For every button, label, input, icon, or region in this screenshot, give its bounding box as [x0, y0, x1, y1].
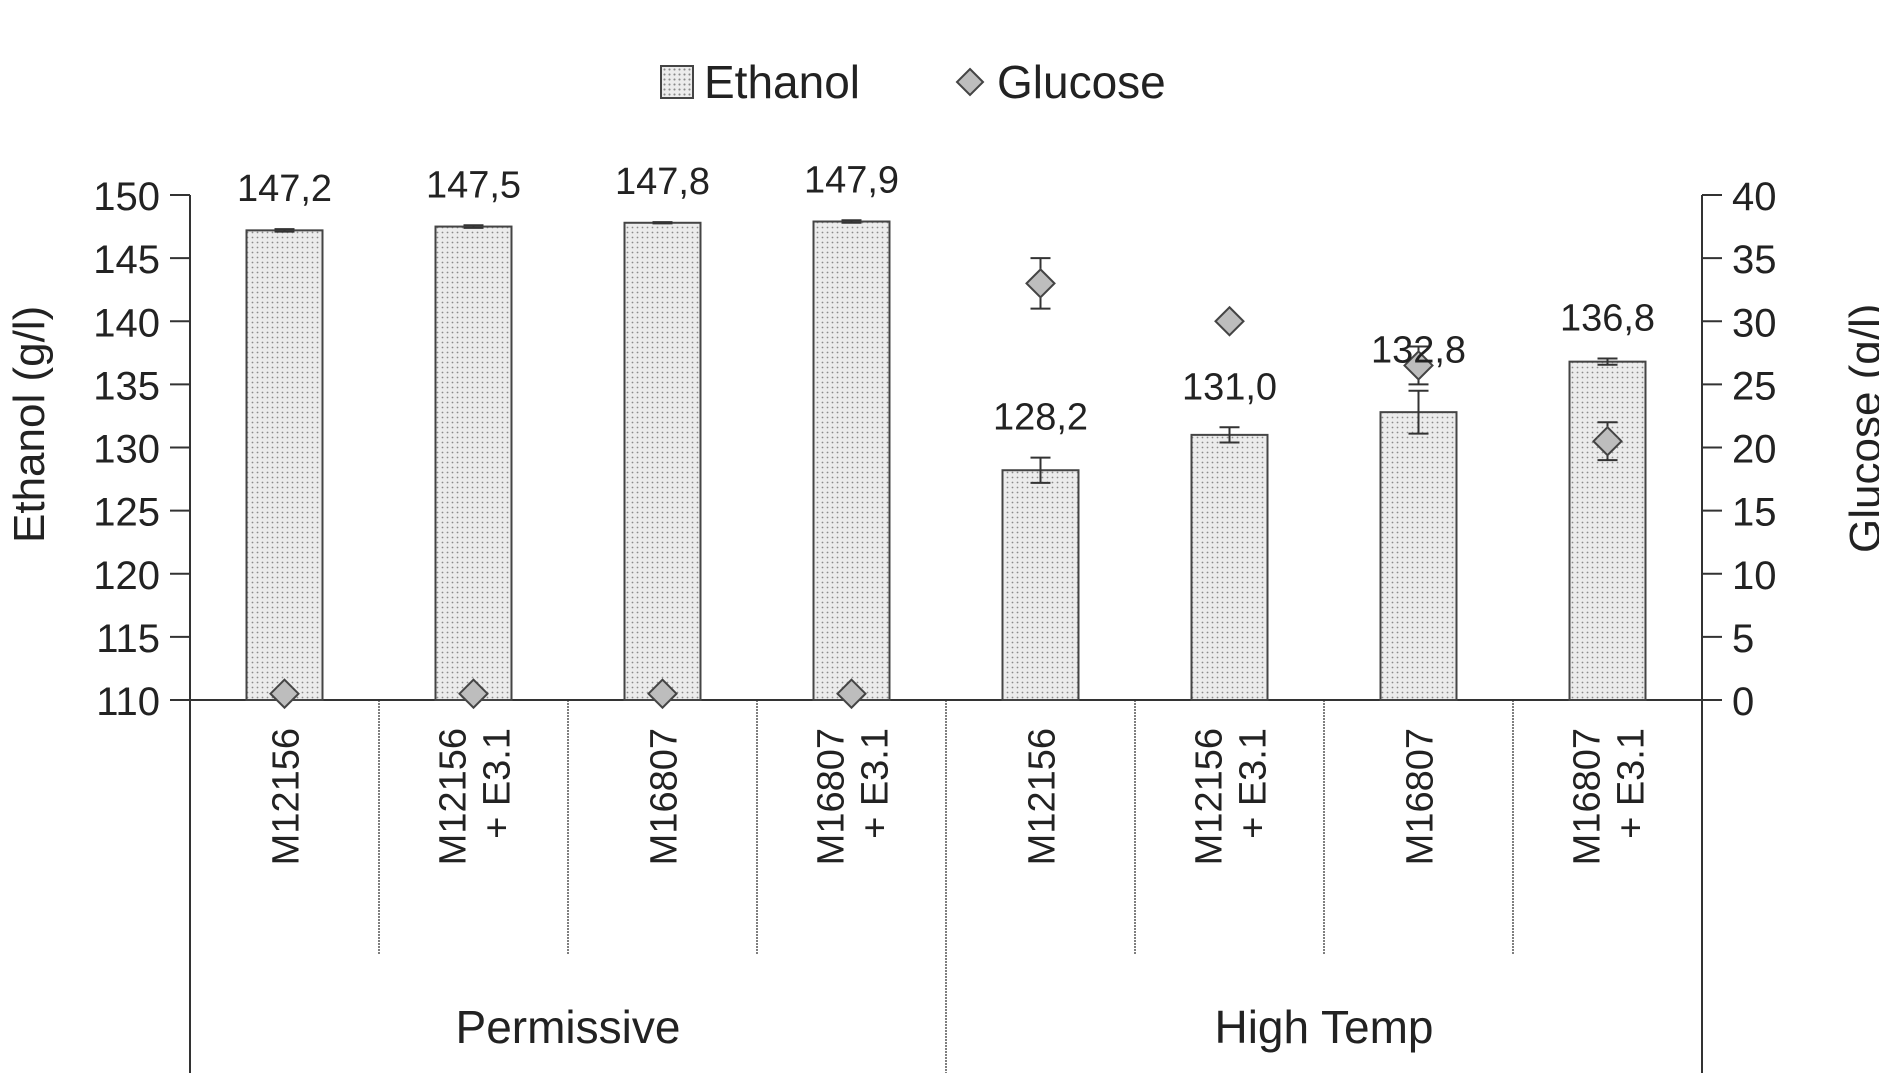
labels-layer: 147,2 147,5 147,8 147,9 128,2 131,0 132,8 136,8… — [237, 159, 1655, 865]
data-label-ethanol: 131,0 — [1182, 366, 1277, 408]
x-tick-label: M12156 — [266, 728, 308, 865]
x-tick-label-line: M12156 — [1022, 728, 1064, 865]
marker-glucose — [458, 678, 489, 710]
y-left-tick-label: 145 — [93, 238, 160, 282]
y-left-tick-label: 125 — [93, 491, 160, 535]
legend-item-glucose: Glucose — [955, 55, 1166, 109]
legend-label-glucose: Glucose — [997, 56, 1166, 108]
y-left-tick-label: 130 — [93, 428, 160, 472]
bar-ethanol — [1190, 433, 1269, 701]
marker-glucose — [836, 678, 867, 710]
axes-layer: 110 115 120 125 130 135 140 145 150 0 5 10 15 20 25 30 3… — [93, 175, 1777, 1073]
y-left-tick-label: 135 — [93, 364, 160, 408]
y-left-tick-label: 110 — [96, 680, 160, 724]
y-left-tick-label: 120 — [93, 554, 160, 598]
y-axis-right-label: Glucose (g/l) — [1841, 303, 1879, 553]
data-label-ethanol: 147,2 — [237, 168, 332, 210]
x-tick-label-line: M12156 — [433, 728, 475, 865]
marker-glucose — [1214, 305, 1245, 337]
markers-layer — [269, 257, 1623, 710]
y-right-tick-label: 40 — [1732, 175, 1777, 219]
legend-label-ethanol: Ethanol — [704, 56, 861, 108]
data-label-ethanol: 128,2 — [993, 397, 1088, 439]
y-right-tick-label: 25 — [1732, 364, 1777, 408]
legend-swatch-ethanol — [660, 65, 694, 99]
x-tick-label-line: + E3.1 — [1611, 728, 1653, 839]
data-label-ethanol: 147,9 — [804, 159, 899, 201]
y-right-tick-label: 5 — [1732, 617, 1754, 661]
legend-item-ethanol: Ethanol — [660, 55, 860, 109]
bar-ethanol — [1568, 360, 1647, 701]
x-tick-label-line: M16807 — [644, 728, 686, 865]
bars-layer — [245, 219, 1647, 701]
data-label-ethanol: 132,8 — [1371, 330, 1466, 372]
bar-ethanol — [1001, 469, 1080, 701]
y-right-tick-label: 10 — [1732, 554, 1777, 598]
y-right-tick-label: 0 — [1732, 680, 1754, 724]
x-tick-label-line: + E3.1 — [477, 728, 519, 839]
x-tick-label: M12156 — [1022, 728, 1064, 865]
marker-glucose — [1592, 425, 1623, 457]
y-axis-left-label: Ethanol (g/l) — [5, 305, 54, 543]
bar-ethanol — [812, 220, 891, 701]
x-tick-label: M16807 — [644, 728, 686, 865]
marker-glucose — [1403, 350, 1434, 381]
y-right-tick-label: 20 — [1732, 428, 1777, 472]
x-tick-label: M16807 + E3.1 — [811, 728, 897, 865]
data-label-ethanol: 136,8 — [1560, 297, 1655, 339]
marker-glucose — [647, 678, 678, 710]
group-label-high-temp: High Temp — [1214, 1001, 1434, 1053]
diamond-icon — [955, 67, 985, 97]
bar-ethanol — [1379, 411, 1458, 701]
y-left-tick-label: 140 — [93, 301, 160, 345]
legend: Ethanol Glucose — [660, 52, 1261, 112]
y-right-tick-label: 30 — [1732, 301, 1777, 345]
data-label-ethanol: 147,5 — [426, 164, 521, 206]
x-tick-label-line: M16807 — [1400, 728, 1442, 865]
x-tick-label: M16807 — [1400, 728, 1442, 865]
x-tick-label-line: + E3.1 — [1233, 728, 1275, 839]
y-left-tick-label: 150 — [93, 175, 160, 219]
data-label-ethanol: 147,8 — [615, 161, 710, 203]
bar-ethanol — [245, 229, 324, 701]
x-tick-label: M16807 + E3.1 — [1567, 728, 1653, 865]
x-tick-label-line: + E3.1 — [855, 728, 897, 839]
x-tick-label: M12156 + E3.1 — [1189, 728, 1275, 865]
y-right-tick-label: 35 — [1732, 238, 1777, 282]
y-right-tick-label: 15 — [1732, 491, 1777, 535]
bar-ethanol — [434, 225, 513, 701]
bar-ethanol — [623, 221, 702, 701]
x-tick-label: M12156 + E3.1 — [433, 728, 519, 865]
x-tick-label-line: M16807 — [811, 728, 853, 865]
y-left-tick-label: 115 — [96, 617, 160, 661]
marker-glucose — [269, 678, 300, 710]
x-tick-label-line: M12156 — [1189, 728, 1231, 865]
marker-glucose — [1025, 267, 1056, 299]
x-tick-label-line: M16807 — [1567, 728, 1609, 865]
group-label-permissive: Permissive — [455, 1001, 681, 1053]
x-tick-label-line: M12156 — [266, 728, 308, 865]
